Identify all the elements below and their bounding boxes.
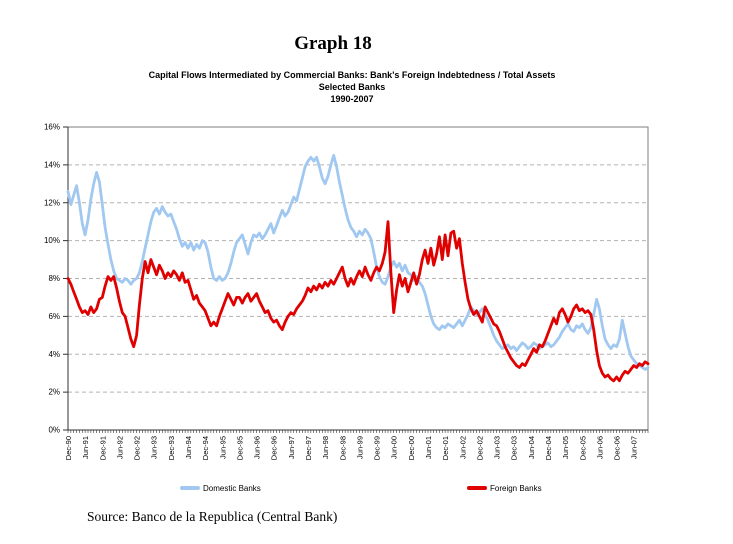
x-axis-label: Dec-00 xyxy=(407,436,416,460)
x-axis-label-group: Jun-00 xyxy=(390,436,399,459)
y-axis-label: 12% xyxy=(44,198,60,207)
y-axis-label: 4% xyxy=(48,350,60,359)
x-axis-label: Jun-02 xyxy=(458,436,467,459)
x-axis-label: Dec-03 xyxy=(510,436,519,460)
x-axis-label: Jun-03 xyxy=(493,436,502,459)
x-axis-label-group: Jun-04 xyxy=(527,436,536,459)
chart-legend: Domestic Banks Foreign Banks xyxy=(0,481,733,495)
x-axis-label: Jun-99 xyxy=(355,436,364,459)
x-axis-label: Dec-02 xyxy=(475,436,484,460)
x-axis-label: Dec-93 xyxy=(167,436,176,460)
x-axis-label: Jun-06 xyxy=(595,436,604,459)
legend-entry-foreign-banks: Foreign Banks xyxy=(467,481,542,495)
x-axis-label: Jun-97 xyxy=(287,436,296,459)
chart-subtitle-line-1: Capital Flows Intermediated by Commercia… xyxy=(148,70,556,80)
x-axis-label-group: Dec-05 xyxy=(578,436,587,460)
domestic-banks-legend-label: Domestic Banks xyxy=(203,483,261,493)
x-axis-label: Jun-00 xyxy=(390,436,399,459)
x-axis-label: Dec-05 xyxy=(578,436,587,460)
x-axis-label-group: Dec-94 xyxy=(201,436,210,460)
x-axis-label: Jun-98 xyxy=(321,436,330,459)
x-axis-label-group: Jun-06 xyxy=(595,436,604,459)
x-axis-label-group: Dec-02 xyxy=(475,436,484,460)
x-axis-label: Jun-92 xyxy=(115,436,124,459)
x-axis-label-group: Dec-95 xyxy=(235,436,244,460)
y-axis-label: 10% xyxy=(44,236,60,245)
x-axis-label-group: Dec-96 xyxy=(270,436,279,460)
x-axis-label: Jun-07 xyxy=(630,436,639,459)
y-axis-label: 8% xyxy=(48,274,60,283)
series-line-domestic-banks xyxy=(66,153,650,371)
x-axis-label-group: Jun-99 xyxy=(355,436,364,459)
x-axis-label-group: Dec-98 xyxy=(338,436,347,460)
x-axis-label: Dec-92 xyxy=(133,436,142,460)
x-axis-label: Dec-01 xyxy=(441,436,450,460)
x-axis-label-group: Dec-03 xyxy=(510,436,519,460)
x-axis-label: Dec-99 xyxy=(373,436,382,460)
chart-title: Graph 18 xyxy=(294,33,372,54)
x-axis-label: Jun-95 xyxy=(218,436,227,459)
x-axis-label: Jun-96 xyxy=(253,436,262,459)
x-axis-label: Jun-93 xyxy=(150,436,159,459)
foreign-banks-legend-label: Foreign Banks xyxy=(490,483,542,493)
y-axis-label: 14% xyxy=(44,160,60,169)
x-axis-label-group: Dec-04 xyxy=(544,436,553,460)
source-note: Source: Banco de la Republica (Central B… xyxy=(87,509,338,524)
chart-subtitle-line-2: Selected Banks xyxy=(318,82,386,92)
x-axis-label: Jun-94 xyxy=(184,436,193,459)
x-axis-label: Jun-91 xyxy=(81,436,90,459)
x-axis-label: Dec-97 xyxy=(304,436,313,460)
x-axis-label-group: Jun-98 xyxy=(321,436,330,459)
y-axis-label: 0% xyxy=(48,426,60,435)
x-axis-label: Dec-95 xyxy=(235,436,244,460)
x-axis-label: Dec-06 xyxy=(613,436,622,460)
x-axis-label-group: Jun-96 xyxy=(253,436,262,459)
x-axis-label: Jun-01 xyxy=(424,436,433,459)
foreign-banks-legend-line xyxy=(467,486,487,490)
x-axis-label-group: Dec-91 xyxy=(98,436,107,460)
x-axis-label-group: Jun-02 xyxy=(458,436,467,459)
x-axis-label: Dec-91 xyxy=(98,436,107,460)
y-axis-label: 16% xyxy=(44,123,60,132)
x-axis-label: Jun-05 xyxy=(561,436,570,459)
x-axis-label-group: Jun-91 xyxy=(81,436,90,459)
x-axis-label-group: Dec-01 xyxy=(441,436,450,460)
x-axis-label-group: Dec-93 xyxy=(167,436,176,460)
x-axis-label: Jun-04 xyxy=(527,436,536,459)
x-axis-label-group: Jun-07 xyxy=(630,436,639,459)
x-axis-label-group: Jun-93 xyxy=(150,436,159,459)
chart-subtitle-line-3: 1990-2007 xyxy=(330,94,374,104)
x-axis-label-group: Dec-00 xyxy=(407,436,416,460)
legend-entry-domestic-banks: Domestic Banks xyxy=(180,481,261,495)
x-axis-label-group: Dec-92 xyxy=(133,436,142,460)
domestic-banks-legend-line xyxy=(180,486,200,490)
x-axis-label-group: Jun-05 xyxy=(561,436,570,459)
x-axis-label: Dec-04 xyxy=(544,436,553,460)
y-axis-label: 2% xyxy=(48,388,60,397)
x-axis-label-group: Jun-97 xyxy=(287,436,296,459)
x-axis-label-group: Jun-95 xyxy=(218,436,227,459)
x-axis-label: Dec-94 xyxy=(201,436,210,460)
x-axis-label-group: Jun-01 xyxy=(424,436,433,459)
x-axis-label-group: Dec-97 xyxy=(304,436,313,460)
x-axis-label: Dec-96 xyxy=(270,436,279,460)
x-axis-label: Dec-98 xyxy=(338,436,347,460)
chart-subtitle: Capital Flows Intermediated by Commercia… xyxy=(0,69,704,105)
x-axis-label-group: Jun-92 xyxy=(115,436,124,459)
series-line-foreign-banks xyxy=(66,220,650,383)
x-axis-label-group: Jun-94 xyxy=(184,436,193,459)
x-axis-label-group: Dec-99 xyxy=(373,436,382,460)
x-axis-label: Dec-90 xyxy=(64,436,73,460)
y-axis-label: 6% xyxy=(48,312,60,321)
x-axis-label-group: Jun-03 xyxy=(493,436,502,459)
x-axis-label-group: Dec-06 xyxy=(613,436,622,460)
x-axis-label-group: Dec-90 xyxy=(64,436,73,460)
